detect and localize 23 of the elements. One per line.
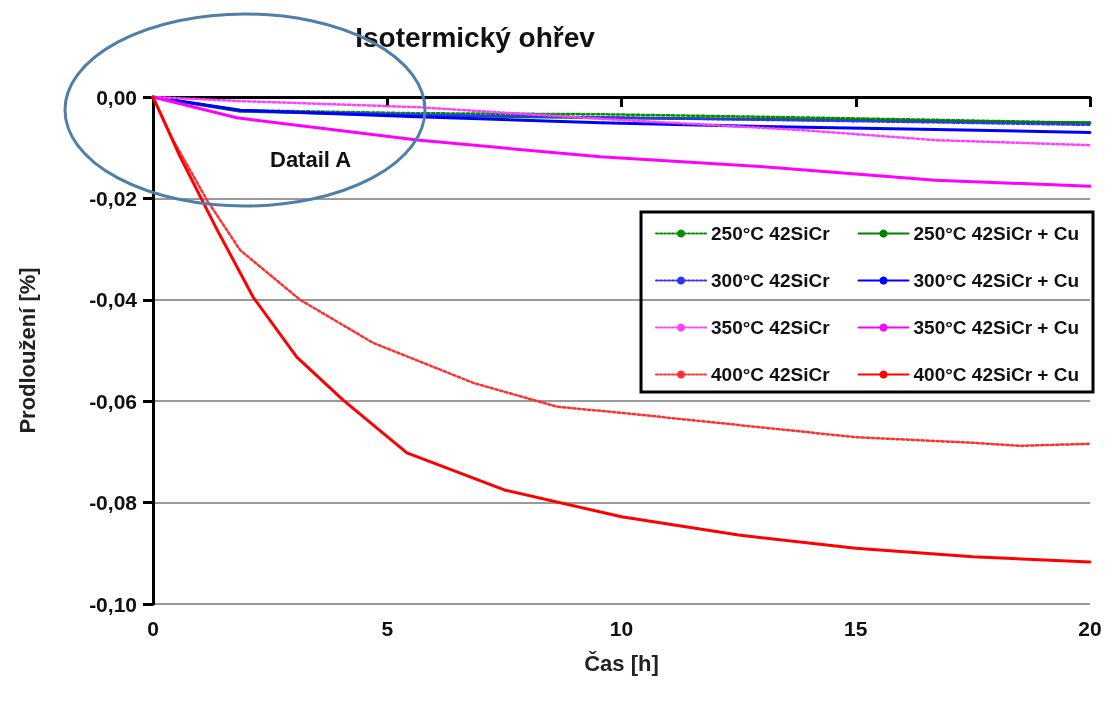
legend-label: 400°C 42SiCr bbox=[711, 364, 831, 385]
x-tick-label: 20 bbox=[1078, 617, 1102, 640]
y-tick-label: -0,04 bbox=[89, 288, 138, 312]
legend-label: 350°C 42SiCr bbox=[711, 317, 831, 338]
annotation: Datail A bbox=[270, 146, 352, 172]
legend-label: 250°C 42SiCr + Cu bbox=[913, 223, 1079, 244]
x-axis-title: Čas [h] bbox=[584, 650, 659, 676]
x-tick-label: 5 bbox=[381, 617, 394, 640]
y-tick-label: -0,06 bbox=[89, 389, 137, 413]
y-axis-title: Prodloužení [%] bbox=[14, 267, 40, 434]
y-tick-label: 0,00 bbox=[96, 85, 137, 109]
chart-title: Isotermický ohřev bbox=[355, 21, 596, 53]
x-tick-label: 10 bbox=[609, 617, 634, 640]
y-tick-label: -0,02 bbox=[89, 186, 137, 210]
legend-label: 300°C 42SiCr bbox=[711, 270, 831, 291]
x-tick-label: 15 bbox=[844, 617, 868, 640]
y-tick-label: -0,10 bbox=[89, 592, 137, 616]
legend-label: 350°C 42SiCr + Cu bbox=[913, 317, 1079, 338]
legend-label: 250°C 42SiCr bbox=[711, 223, 831, 244]
legend-label: 400°C 42SiCr + Cu bbox=[913, 364, 1079, 385]
legend-label: 300°C 42SiCr + Cu bbox=[913, 270, 1079, 291]
x-tick-label: 0 bbox=[147, 617, 159, 640]
y-tick-label: -0,08 bbox=[89, 491, 138, 515]
